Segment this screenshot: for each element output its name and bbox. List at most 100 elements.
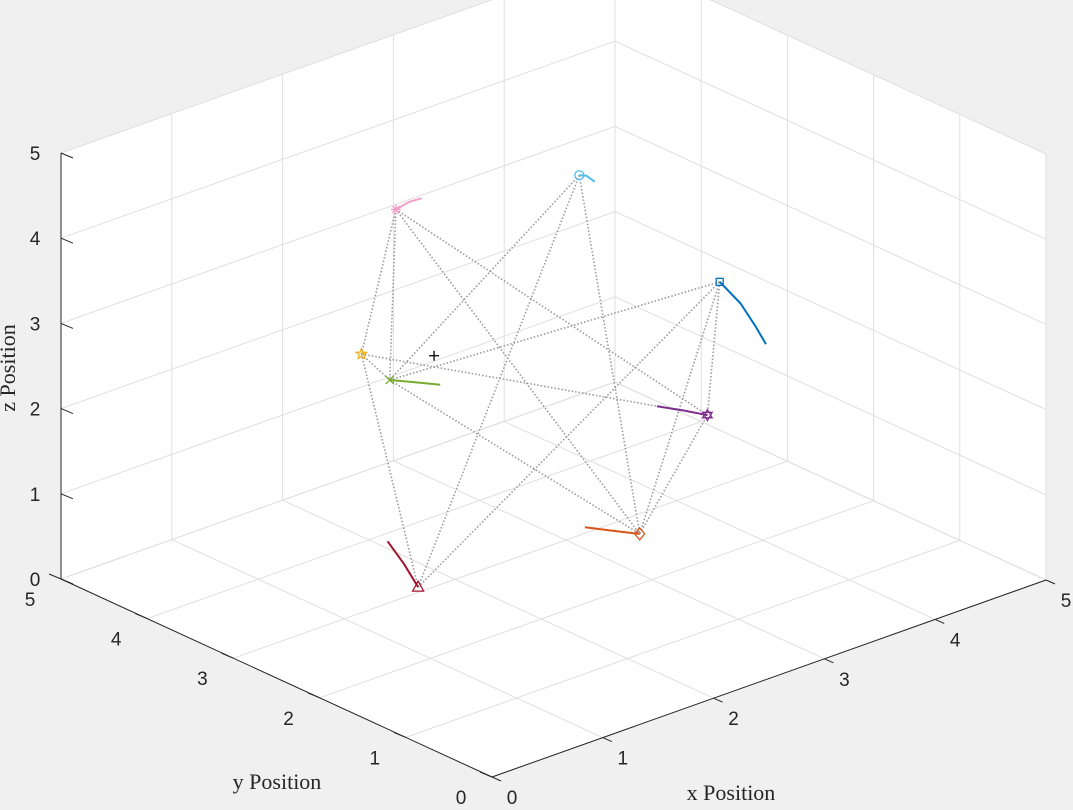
x-tick [1045, 579, 1056, 585]
y-tick-label: 2 [283, 709, 294, 730]
z-tick-label: 4 [30, 229, 41, 250]
y-tick-label: 0 [456, 788, 467, 809]
grid-line [171, 539, 604, 739]
grid-line [282, 499, 714, 699]
x-axis-line [491, 579, 1047, 778]
y-tick [135, 613, 148, 620]
connection-line [417, 281, 721, 588]
agent-trail [389, 379, 441, 386]
y-tick-label: 1 [370, 748, 381, 769]
asterisk-marker [390, 204, 401, 215]
grid-line [393, 460, 825, 660]
x-tick-label: 1 [618, 749, 629, 770]
z-tick [60, 237, 74, 244]
x-marker [385, 375, 395, 385]
z-tick [60, 322, 74, 329]
y-axis-label: y Position [233, 769, 322, 794]
connection-line [706, 281, 721, 416]
connection-line [388, 209, 397, 381]
grid-line [60, 211, 616, 410]
y-tick [479, 771, 493, 778]
grid-line [60, 0, 493, 154]
connection-line [417, 174, 581, 588]
grid-line [60, 296, 616, 495]
square-marker [715, 277, 724, 286]
x-tick-label: 5 [1061, 591, 1072, 612]
y-tick [307, 692, 320, 699]
connection-line [389, 174, 580, 381]
grid-line [60, 40, 616, 239]
connection-line [361, 353, 708, 416]
agent-trail [584, 526, 640, 535]
back-wall-yz [615, 0, 1046, 580]
z-tick [60, 493, 74, 500]
y-tick-label: 5 [25, 590, 36, 611]
y-tick-label: 3 [197, 669, 208, 690]
connection-line [395, 208, 641, 535]
hexagram-marker [701, 408, 714, 419]
x-tick [713, 697, 723, 703]
agent-trail [386, 540, 419, 588]
connection-line [360, 353, 391, 381]
grid-line [147, 421, 702, 620]
triangle-marker [411, 579, 425, 592]
z-tick-label: 3 [30, 314, 41, 335]
grid-line [709, 0, 1047, 155]
x-tick-label: 2 [728, 709, 739, 730]
agent-trails [360, 174, 767, 588]
grid-line [405, 539, 960, 738]
y-tick [48, 573, 62, 580]
grid-line [614, 211, 1047, 411]
connection-line [389, 281, 720, 381]
diamond-marker [633, 526, 646, 541]
grid-line [60, 381, 616, 580]
grid-line [60, 125, 616, 324]
grid-line [503, 420, 936, 620]
x-tick [602, 737, 613, 743]
x-tick-label: 0 [507, 788, 518, 809]
agent-markers [354, 170, 724, 592]
y-tick [221, 652, 234, 659]
x-tick [491, 776, 502, 782]
z-tick [60, 408, 74, 415]
z-tick-label: 0 [30, 570, 41, 591]
circle-marker [574, 170, 585, 181]
z-tick-label: 2 [30, 400, 41, 421]
z-tick [60, 152, 74, 159]
y-axis-line [60, 578, 493, 778]
x-axis-label: x Position [687, 780, 776, 805]
z-axis-label: z Position [0, 324, 20, 411]
x-tick-label: 3 [839, 670, 850, 691]
x-tick-label: 4 [950, 630, 961, 651]
x-tick [934, 618, 945, 624]
connection-lines [360, 174, 721, 588]
grid-lines [48, 0, 1056, 782]
star-marker [354, 346, 369, 360]
grid-line [614, 125, 1047, 325]
z-tick-label: 5 [30, 144, 41, 165]
grid-line [614, 381, 1047, 581]
y-tick-label: 4 [111, 630, 122, 651]
agent-trail [718, 281, 767, 345]
grid-line [233, 460, 788, 659]
grid-line [319, 500, 874, 699]
axes-panes [61, 0, 1046, 777]
back-wall-xz [61, 0, 615, 579]
y-tick [393, 731, 406, 738]
floor-pane [61, 382, 1046, 777]
connection-line [360, 353, 419, 588]
x-tick [824, 658, 834, 664]
plus-marker [429, 350, 440, 361]
hexagram-marker [701, 411, 714, 422]
agent-trail [395, 197, 422, 211]
z-tick [60, 578, 74, 585]
connection-line [360, 209, 397, 355]
grid-line [614, 40, 1047, 240]
agent-trail [656, 405, 708, 417]
z-tick-label: 1 [30, 485, 41, 506]
agent-trail [579, 174, 596, 183]
connection-line [578, 175, 641, 535]
connection-line [395, 208, 708, 416]
